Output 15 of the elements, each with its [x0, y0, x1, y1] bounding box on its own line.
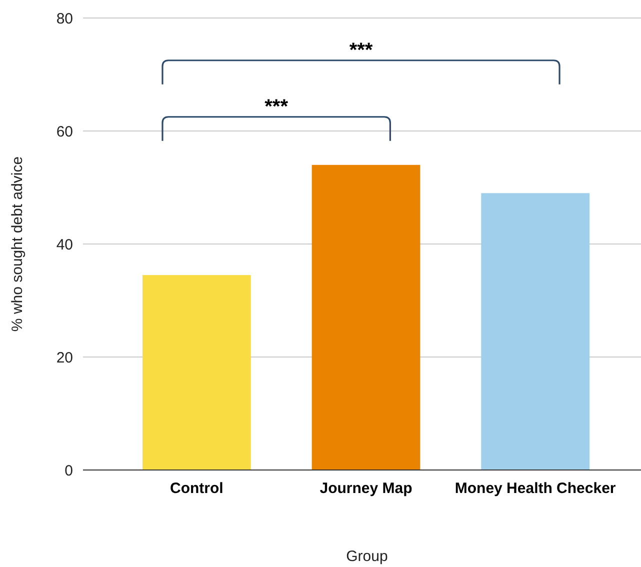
- y-tick-label: 60: [56, 123, 73, 140]
- x-tick-label: Journey Map: [320, 480, 412, 497]
- y-tick-label: 40: [56, 236, 73, 254]
- y-tick-label: 80: [56, 10, 73, 28]
- y-axis-title: % who sought debt advice: [9, 156, 26, 332]
- annotation: ***: [349, 39, 373, 62]
- bar: [312, 164, 420, 470]
- x-tick-label: Control: [170, 480, 224, 497]
- bar: [142, 275, 251, 470]
- y-tick-label: 20: [56, 349, 73, 366]
- annotation: ***: [264, 96, 288, 118]
- x-axis-title: Group: [346, 548, 388, 565]
- x-tick-label: Money Health Checker: [454, 480, 616, 497]
- bar: [481, 193, 590, 470]
- y-tick-label: 0: [64, 462, 73, 480]
